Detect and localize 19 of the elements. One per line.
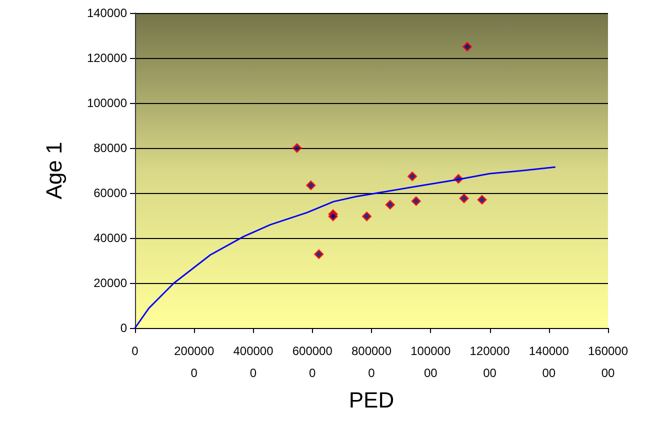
y-tick-label: 80000: [94, 141, 128, 155]
x-tick-label: 140000 00: [528, 344, 570, 380]
y-tick-label: 100000: [86, 96, 128, 110]
x-tick-label: 200000 0: [174, 344, 214, 380]
x-tick-label: 800000 0: [351, 344, 392, 380]
y-tick-label: 0: [120, 321, 128, 335]
y-tick-label: 60000: [94, 186, 128, 200]
x-tick-label: 160000 00: [588, 344, 628, 380]
y-tick-label: 120000: [86, 51, 128, 65]
x-tick-label: 400000 0: [233, 344, 274, 380]
y-tick-label: 40000: [94, 231, 128, 245]
y-tick-label: 20000: [94, 276, 128, 290]
y-axis-title: Age 1: [42, 142, 66, 200]
x-axis-title: PED: [348, 387, 394, 412]
x-tick-label: 600000 0: [292, 344, 333, 380]
x-tick-label: 0: [132, 344, 139, 358]
x-tick-label: 100000 00: [410, 344, 451, 380]
x-tick-label: 120000 00: [470, 344, 510, 380]
y-tick-label: 140000: [86, 6, 128, 20]
